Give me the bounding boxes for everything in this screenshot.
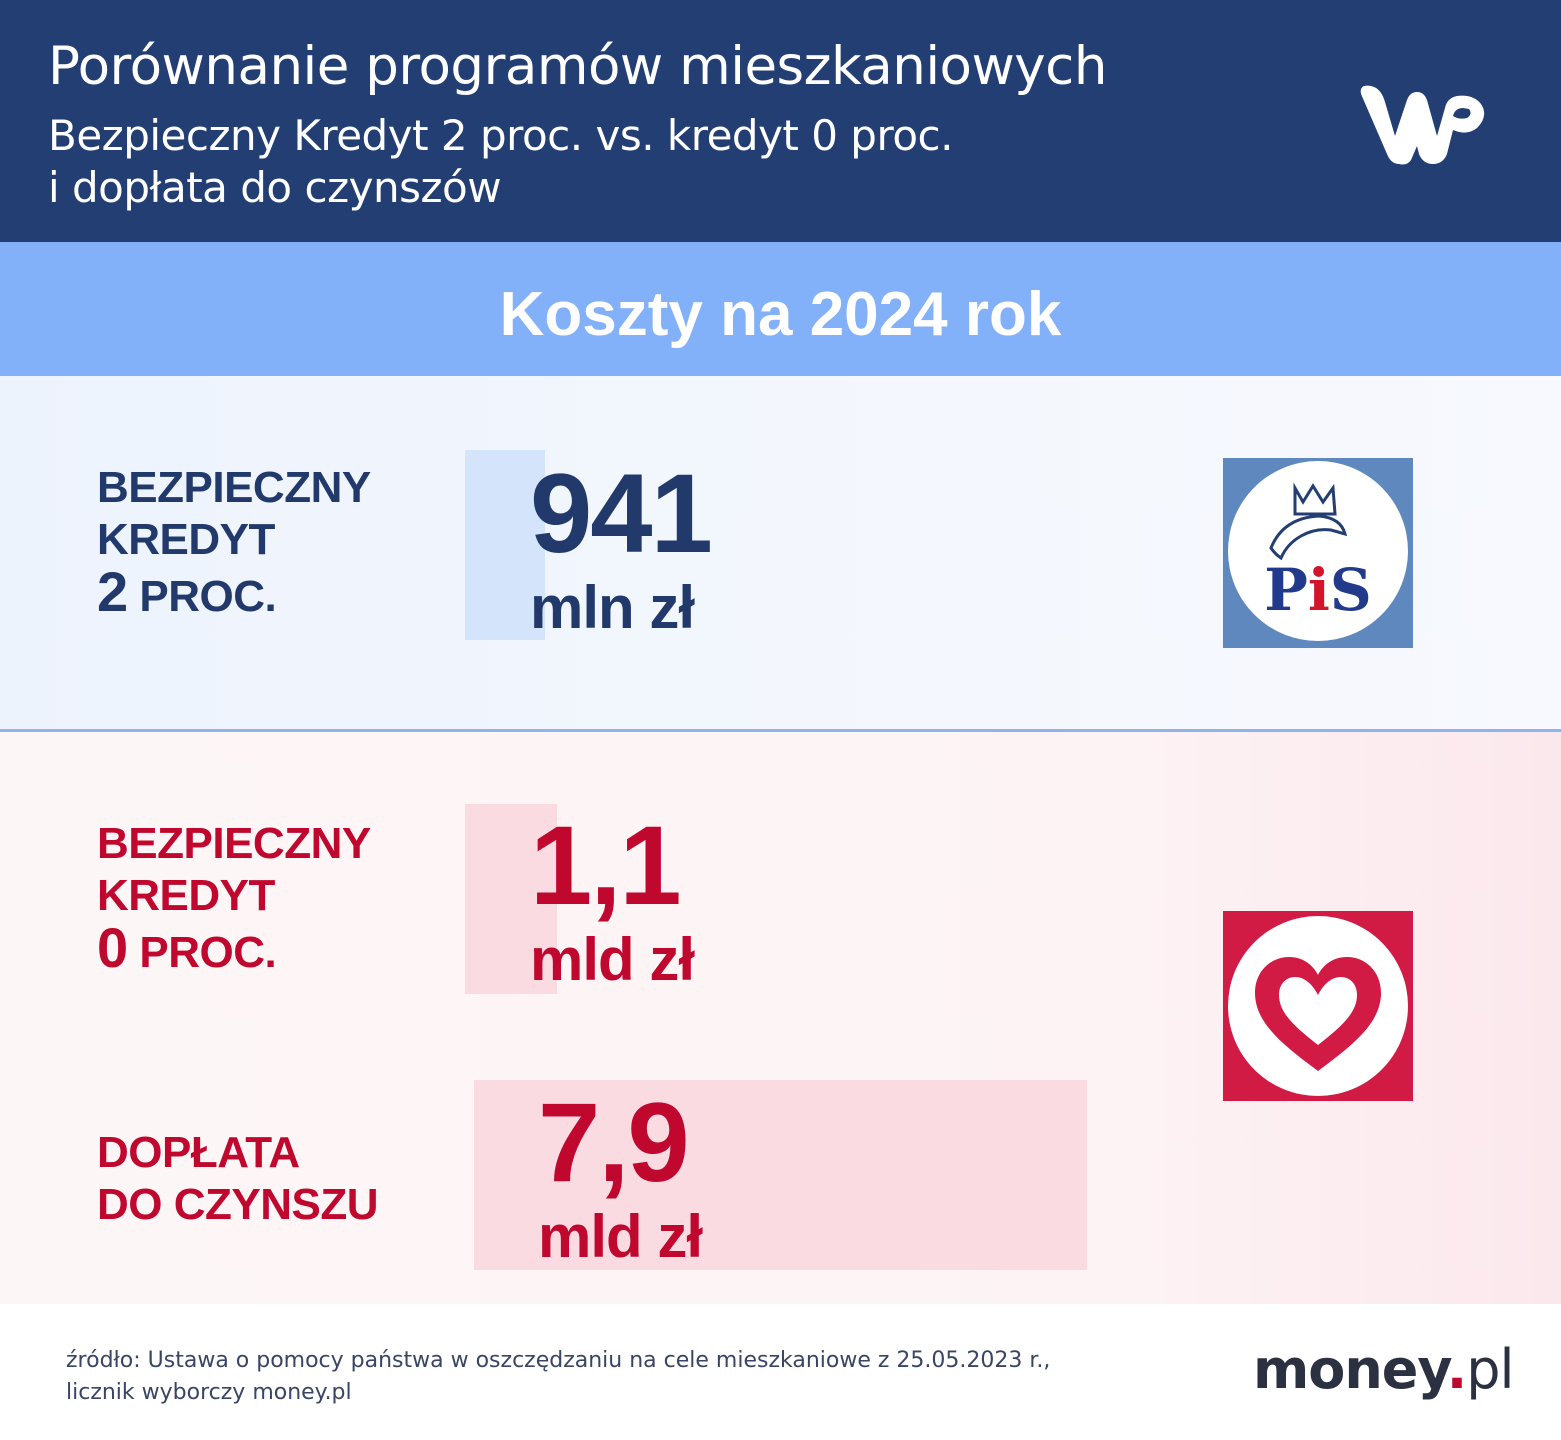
page-title: Porównanie programów mieszkaniowych — [48, 36, 1107, 97]
heart-logo-icon — [1223, 911, 1413, 1101]
page-subtitle: Bezpieczny Kredyt 2 proc. vs. kredyt 0 p… — [48, 110, 953, 214]
subtitle-line-1: Bezpieczny Kredyt 2 proc. vs. kredyt 0 p… — [48, 111, 953, 160]
bar-label-suffix: PROC. — [127, 928, 277, 977]
panel-divider — [0, 729, 1561, 732]
bar-bk0 — [465, 804, 557, 994]
bar-label-line-2: KREDYT — [97, 871, 275, 920]
logo-main: money — [1253, 1338, 1448, 1401]
bar-label-line-1: DOPŁATA — [97, 1128, 300, 1177]
bar-label-number: 2 — [97, 560, 128, 623]
unit-label-bk0: mld zł — [530, 926, 695, 993]
bar-label-suffix: PROC. — [127, 572, 277, 621]
bar-label-line-2: KREDYT — [97, 515, 275, 564]
wp-logo-icon — [1360, 85, 1485, 165]
unit-label-bk2: mln zł — [530, 574, 695, 641]
bar-bk2 — [465, 450, 545, 640]
unit-label-doplata: mld zł — [538, 1203, 703, 1270]
logo-dot: . — [1446, 1338, 1467, 1401]
bar-label-bk0: BEZPIECZNY KREDYT 0 PROC. — [97, 818, 371, 979]
section-band — [0, 242, 1561, 376]
bar-label-line-1: BEZPIECZNY — [97, 463, 371, 512]
source-note: źródło: Ustawa o pomocy państwa w oszczę… — [66, 1345, 1050, 1409]
bar-label-line-3: 2 PROC. — [97, 564, 371, 623]
source-line-2: licznik wyborczy money.pl — [66, 1380, 352, 1405]
pis-logo-icon: PiS — [1223, 458, 1413, 648]
bar-label-line-2: DO CZYNSZU — [97, 1180, 379, 1229]
svg-text:PiS: PiS — [1264, 556, 1372, 624]
bar-label-line-3: 0 PROC. — [97, 920, 371, 979]
bar-label-line-1: BEZPIECZNY — [97, 819, 371, 868]
value-label-bk0: 1,1 — [530, 803, 682, 928]
header — [0, 0, 1561, 242]
value-label-bk2: 941 — [530, 451, 713, 576]
subtitle-line-2: i dopłata do czynszów — [48, 163, 502, 212]
section-title: Koszty na 2024 rok — [499, 280, 1062, 349]
bar-doplata — [474, 1080, 1087, 1270]
money-pl-logo: money.pl — [1253, 1338, 1514, 1401]
bar-label-bk2: BEZPIECZNY KREDYT 2 PROC. — [97, 462, 371, 623]
source-line-1: źródło: Ustawa o pomocy państwa w oszczę… — [66, 1348, 1051, 1373]
value-label-doplata: 7,9 — [538, 1080, 690, 1205]
bar-label-doplata: DOPŁATA DO CZYNSZU — [97, 1127, 379, 1231]
bar-label-number: 0 — [97, 916, 128, 979]
logo-suffix: pl — [1466, 1338, 1514, 1401]
